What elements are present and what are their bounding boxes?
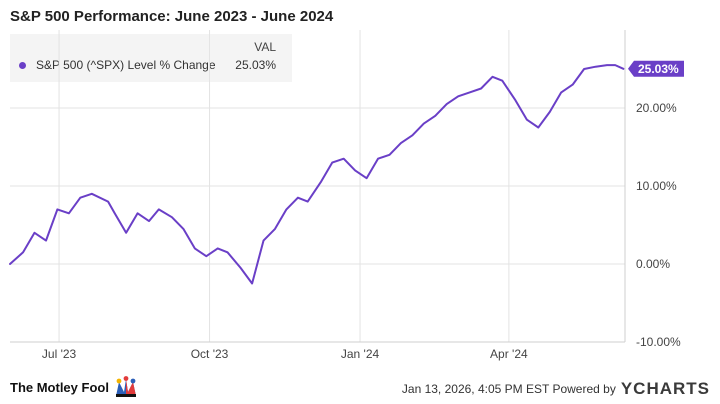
series-line — [9, 64, 625, 285]
x-tick-label: Apr '24 — [490, 347, 528, 361]
footer-timestamp: Jan 13, 2026, 4:05 PM EST Powered by — [401, 382, 616, 396]
brand-name: The Motley Fool — [10, 379, 109, 395]
jester-hat-icon — [115, 376, 136, 397]
ycharts-logo: YCHARTS — [620, 379, 710, 398]
x-tick-label: Jan '24 — [341, 347, 380, 361]
line-chart: 20.00% 10.00% 0.00% -10.00% Jul '23 Oct '23 Ja… — [9, 30, 684, 361]
last-value-flag — [628, 60, 684, 77]
x-tick-label: Oct '23 — [191, 347, 229, 361]
y-tick-label: -10.00% — [636, 335, 681, 349]
footer-attribution: Jan 13, 2026, 4:05 PM EST Powered by YCH… — [402, 379, 710, 399]
chart-title: S&P 500 Performance: June 2023 - June 20… — [10, 8, 334, 25]
y-tick-label: 20.00% — [636, 101, 677, 115]
brand-logo: The Motley Fool — [10, 374, 139, 400]
last-value-label: 25.03% — [638, 62, 679, 76]
legend-series-value: 25.03% — [235, 58, 276, 72]
x-tick-label: Jul '23 — [42, 347, 77, 361]
y-tick-label: 0.00% — [636, 257, 670, 271]
y-tick-label: 10.00% — [636, 179, 677, 193]
legend-series-name: S&P 500 (^SPX) Level % Change — [36, 58, 216, 72]
legend: VAL S&P 500 (^SPX) Level % Change 25.03% — [10, 34, 292, 82]
legend-header: VAL — [254, 40, 276, 54]
legend-series-marker — [19, 62, 26, 69]
